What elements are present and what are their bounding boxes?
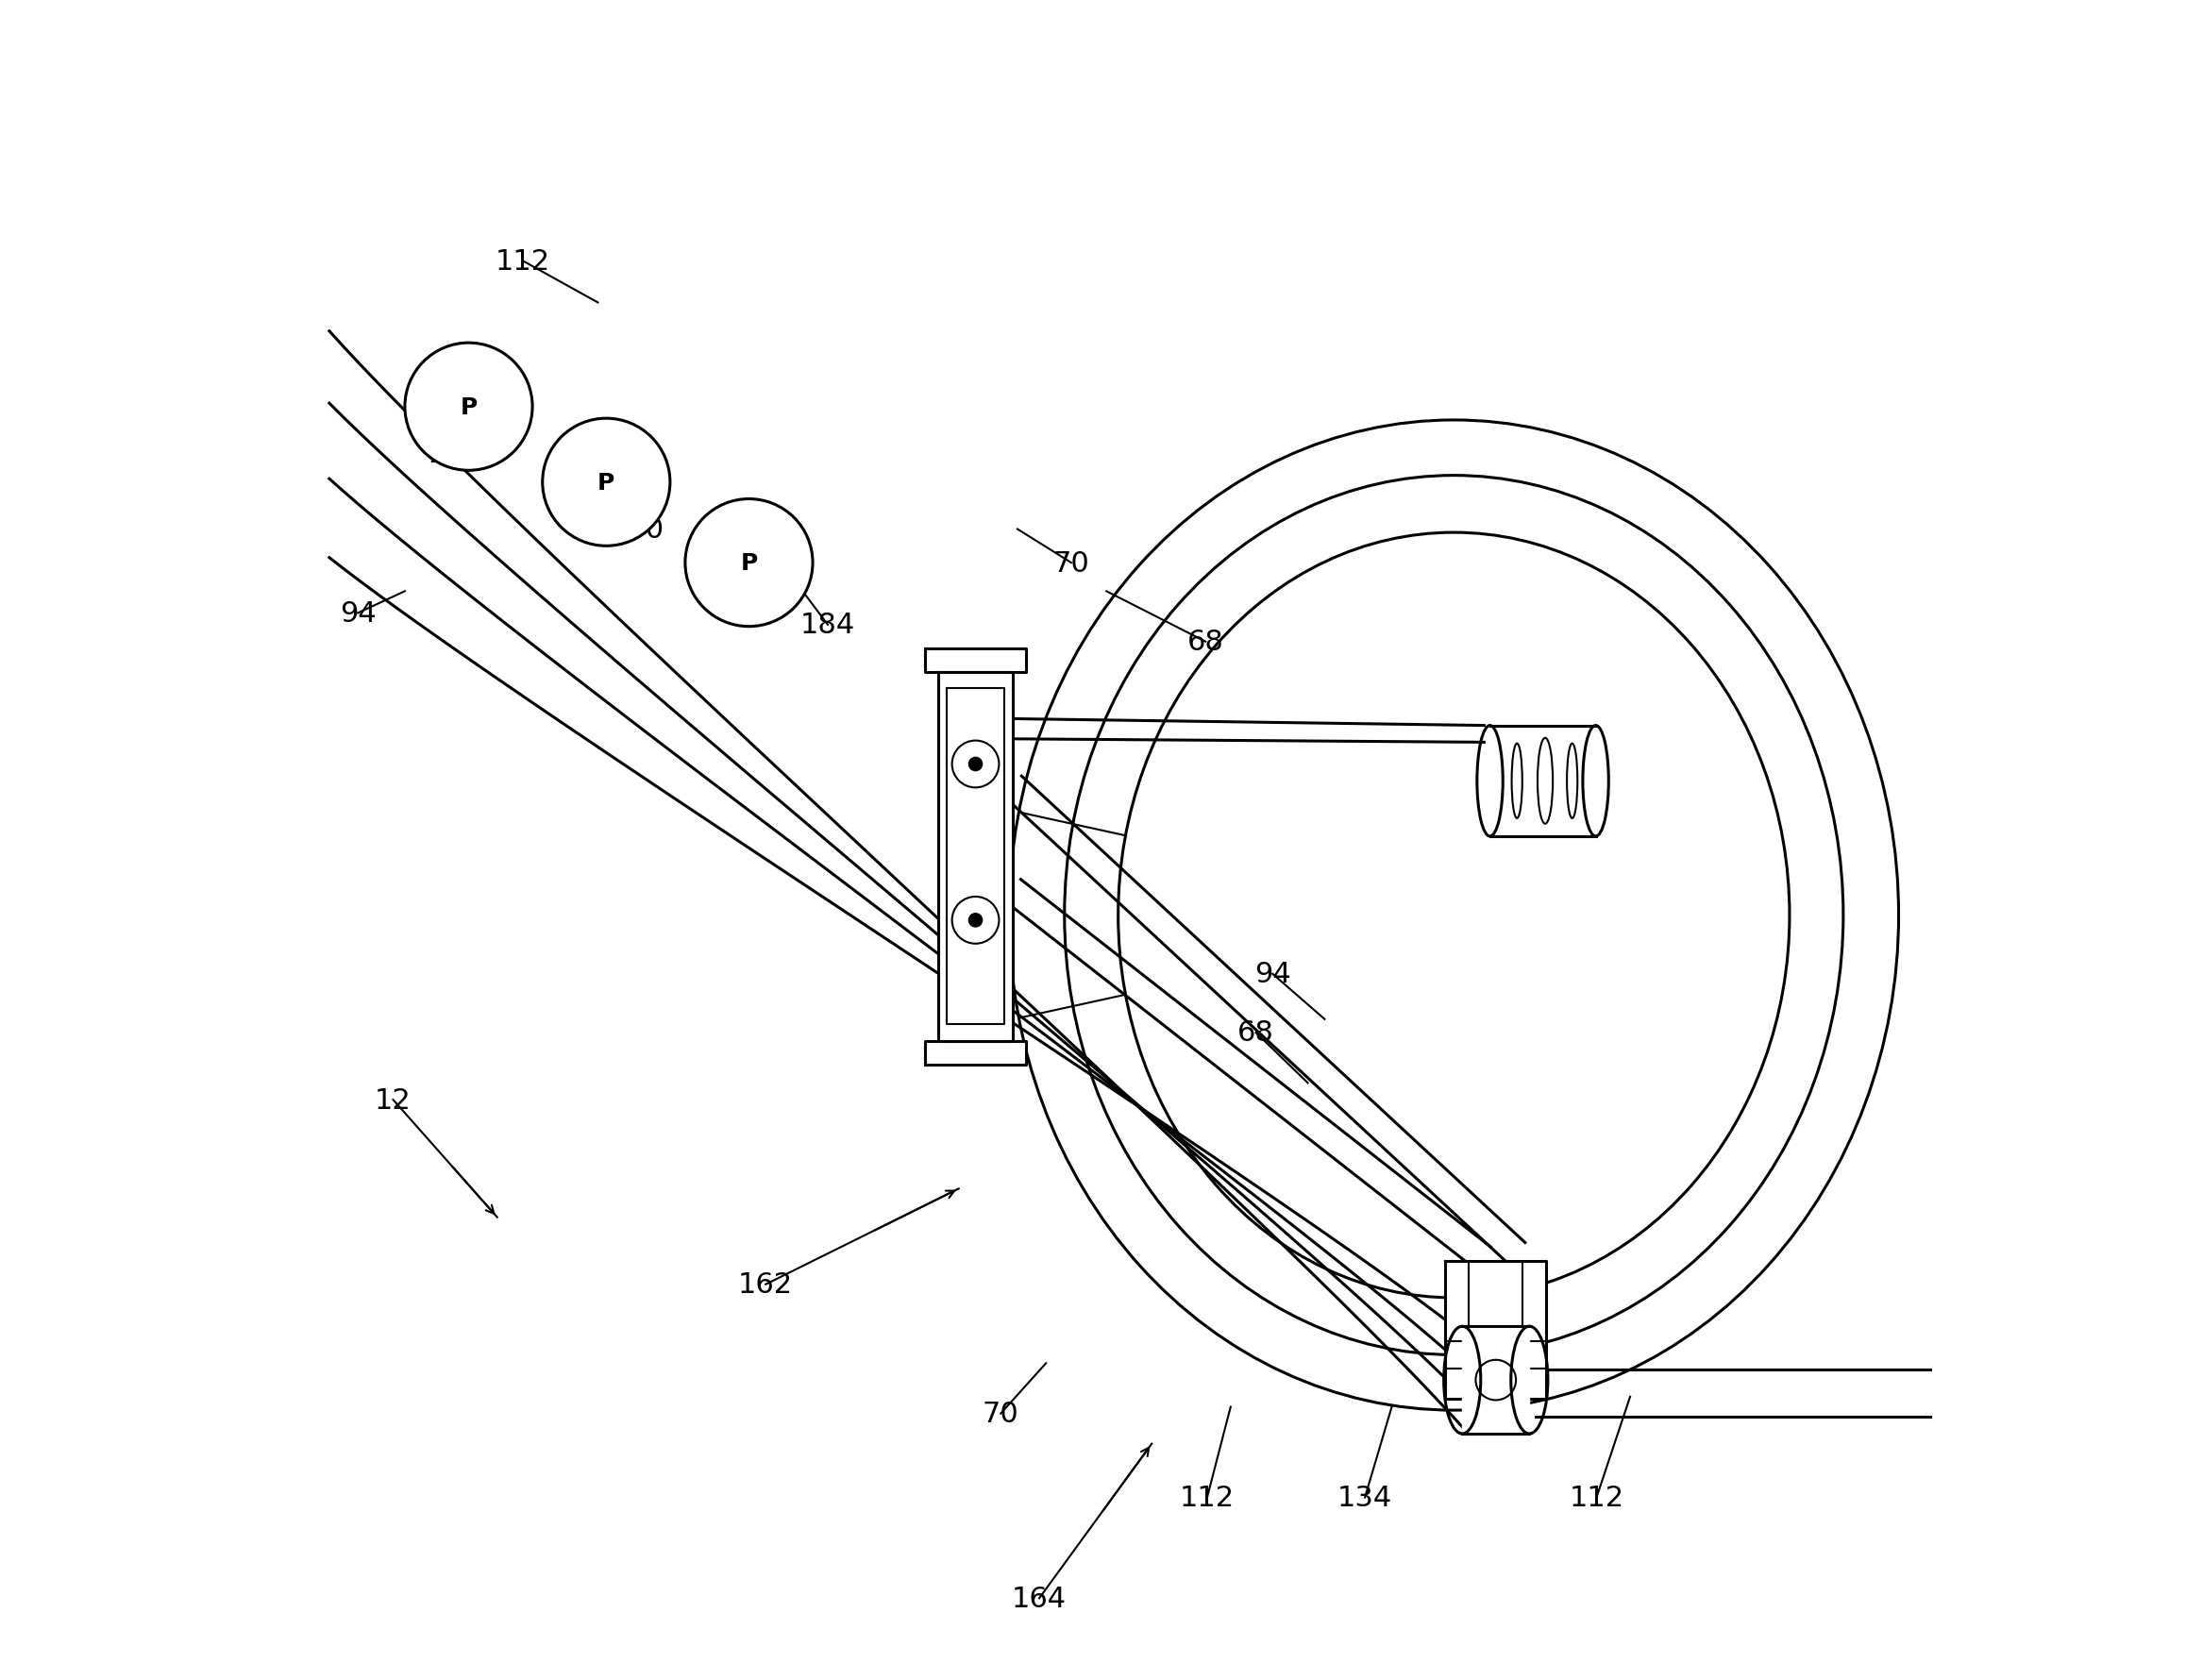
- Text: 134: 134: [1338, 1483, 1392, 1512]
- Circle shape: [684, 499, 813, 627]
- Text: 164: 164: [1012, 1584, 1067, 1611]
- Text: 112: 112: [494, 247, 549, 276]
- Text: P: P: [597, 472, 614, 494]
- Text: P: P: [459, 396, 477, 418]
- Circle shape: [404, 343, 533, 470]
- Text: P: P: [741, 553, 759, 575]
- Text: 162: 162: [739, 1270, 794, 1299]
- Circle shape: [968, 914, 982, 927]
- Circle shape: [542, 418, 671, 546]
- Text: 68: 68: [1187, 628, 1224, 655]
- Text: 70: 70: [1054, 549, 1089, 576]
- Polygon shape: [925, 648, 1025, 672]
- Text: 184: 184: [800, 612, 855, 638]
- Text: 70: 70: [982, 1399, 1019, 1428]
- Text: 188: 188: [428, 440, 483, 469]
- Text: 12: 12: [374, 1087, 411, 1114]
- Text: 94: 94: [339, 600, 376, 627]
- Circle shape: [968, 758, 982, 771]
- Text: 68: 68: [1237, 1020, 1274, 1047]
- Text: 112: 112: [1180, 1483, 1235, 1512]
- Polygon shape: [1445, 1262, 1546, 1398]
- Text: 94: 94: [1255, 961, 1292, 988]
- Text: 190: 190: [610, 516, 665, 543]
- Text: 112: 112: [1570, 1483, 1624, 1512]
- Polygon shape: [925, 1042, 1025, 1065]
- Polygon shape: [1462, 1327, 1530, 1433]
- Polygon shape: [938, 672, 1012, 1042]
